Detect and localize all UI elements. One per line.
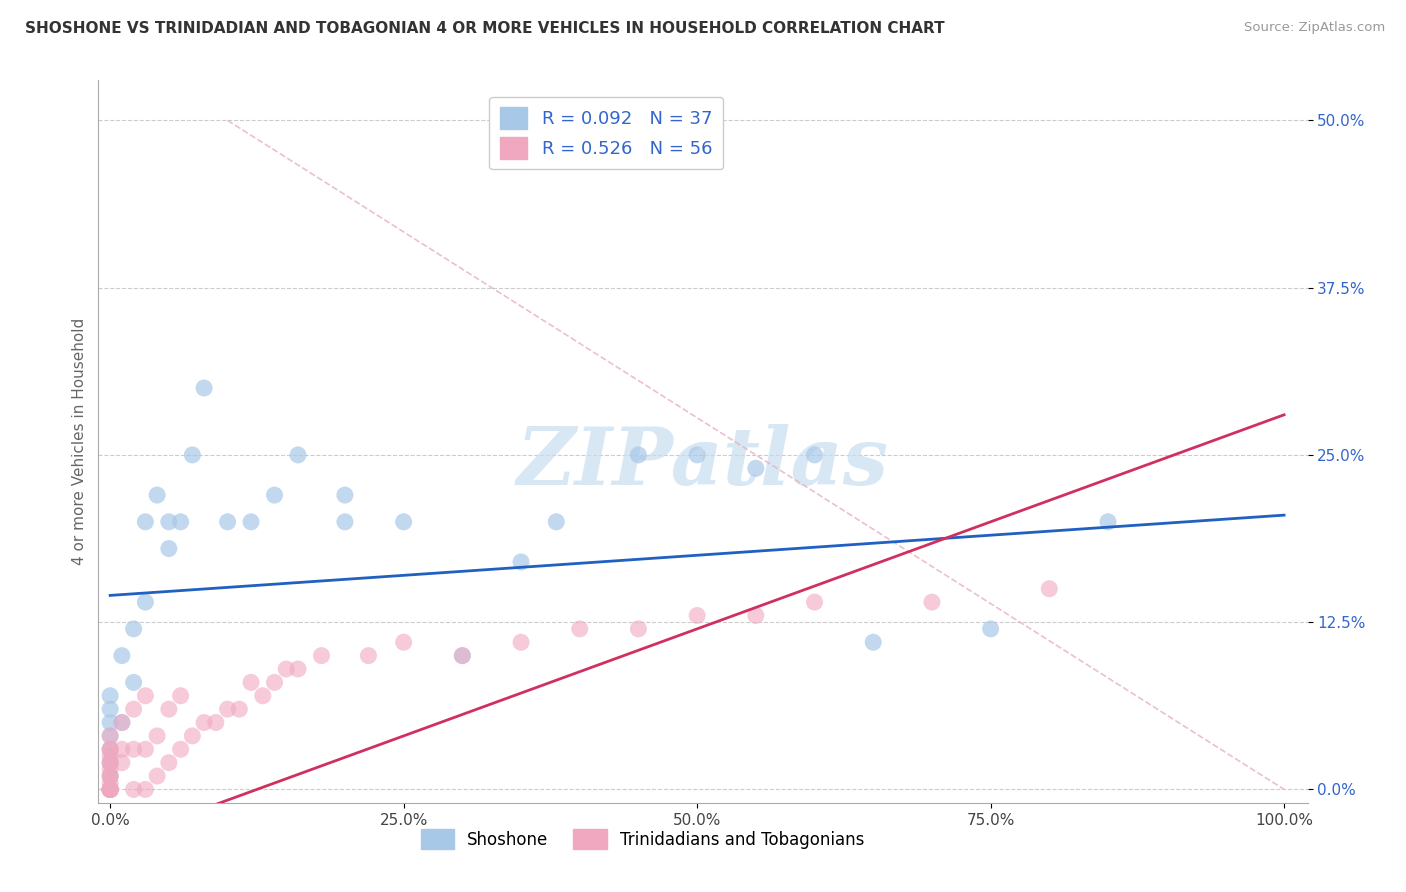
Point [333,488,356,502]
Point [568,622,591,636]
Point [169,515,191,529]
Point [111,742,134,756]
Point [111,715,134,730]
Point [98,782,121,797]
Point [546,515,568,529]
Y-axis label: 4 or more Vehicles in Household: 4 or more Vehicles in Household [72,318,87,566]
Point [122,702,145,716]
Point [217,702,239,716]
Point [451,648,474,663]
Point [240,675,263,690]
Point [204,715,226,730]
Point [1097,515,1119,529]
Point [146,769,169,783]
Point [240,515,263,529]
Point [1038,582,1060,596]
Point [111,756,134,770]
Point [98,756,121,770]
Point [217,515,239,529]
Point [510,555,533,569]
Point [98,769,121,783]
Point [311,648,333,663]
Point [98,782,121,797]
Point [803,448,825,462]
Text: Source: ZipAtlas.com: Source: ZipAtlas.com [1244,21,1385,34]
Point [980,622,1002,636]
Point [921,595,943,609]
Point [134,782,156,797]
Point [146,488,169,502]
Point [98,769,121,783]
Point [803,595,825,609]
Point [98,769,121,783]
Point [263,675,285,690]
Point [181,729,204,743]
Point [134,742,156,756]
Point [392,515,415,529]
Point [169,742,191,756]
Point [134,689,156,703]
Text: SHOSHONE VS TRINIDADIAN AND TOBAGONIAN 4 OR MORE VEHICLES IN HOUSEHOLD CORRELATI: SHOSHONE VS TRINIDADIAN AND TOBAGONIAN 4… [25,21,945,36]
Point [276,662,298,676]
Point [134,515,156,529]
Point [181,448,204,462]
Point [169,689,191,703]
Legend: Shoshone, Trinidadians and Tobagonians: Shoshone, Trinidadians and Tobagonians [413,822,872,856]
Point [122,742,145,756]
Point [287,448,309,462]
Point [745,461,768,475]
Text: ZIPatlas: ZIPatlas [517,425,889,502]
Point [157,702,180,716]
Point [862,635,884,649]
Point [98,782,121,797]
Point [98,702,121,716]
Point [392,635,415,649]
Point [122,782,145,797]
Point [98,782,121,797]
Point [111,715,134,730]
Point [98,782,121,797]
Point [98,742,121,756]
Point [98,782,121,797]
Point [98,782,121,797]
Point [122,675,145,690]
Point [98,756,121,770]
Point [98,742,121,756]
Point [193,381,215,395]
Point [451,648,474,663]
Point [122,622,145,636]
Point [228,702,250,716]
Point [333,515,356,529]
Point [98,782,121,797]
Point [686,448,709,462]
Point [357,648,380,663]
Point [98,729,121,743]
Point [98,756,121,770]
Point [134,595,156,609]
Point [510,635,533,649]
Point [157,515,180,529]
Point [287,662,309,676]
Point [98,782,121,797]
Point [98,782,121,797]
Point [111,648,134,663]
Point [98,729,121,743]
Point [263,488,285,502]
Point [98,762,121,776]
Point [98,715,121,730]
Point [98,742,121,756]
Point [157,541,180,556]
Point [627,448,650,462]
Point [98,689,121,703]
Point [98,749,121,764]
Point [627,622,650,636]
Point [686,608,709,623]
Point [745,608,768,623]
Point [252,689,274,703]
Point [157,756,180,770]
Point [193,715,215,730]
Point [98,776,121,790]
Point [98,782,121,797]
Point [146,729,169,743]
